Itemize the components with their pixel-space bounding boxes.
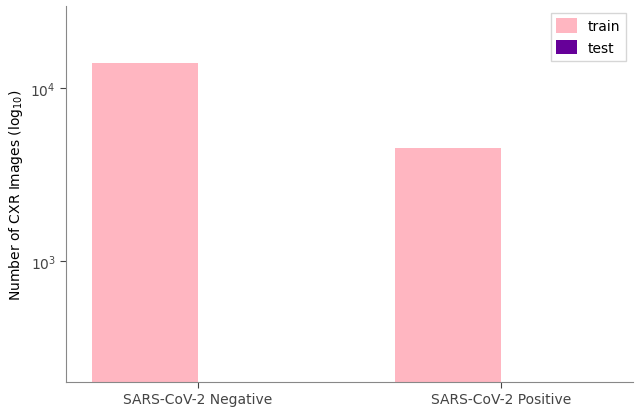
Bar (501, 382, 607, 413)
Y-axis label: Number of CXR Images (log$_{10}$): Number of CXR Images (log$_{10}$) (7, 89, 25, 300)
Bar (198, 382, 304, 413)
Bar (92, 64, 198, 413)
Legend: train, test: train, test (550, 14, 626, 62)
Bar (395, 149, 501, 413)
